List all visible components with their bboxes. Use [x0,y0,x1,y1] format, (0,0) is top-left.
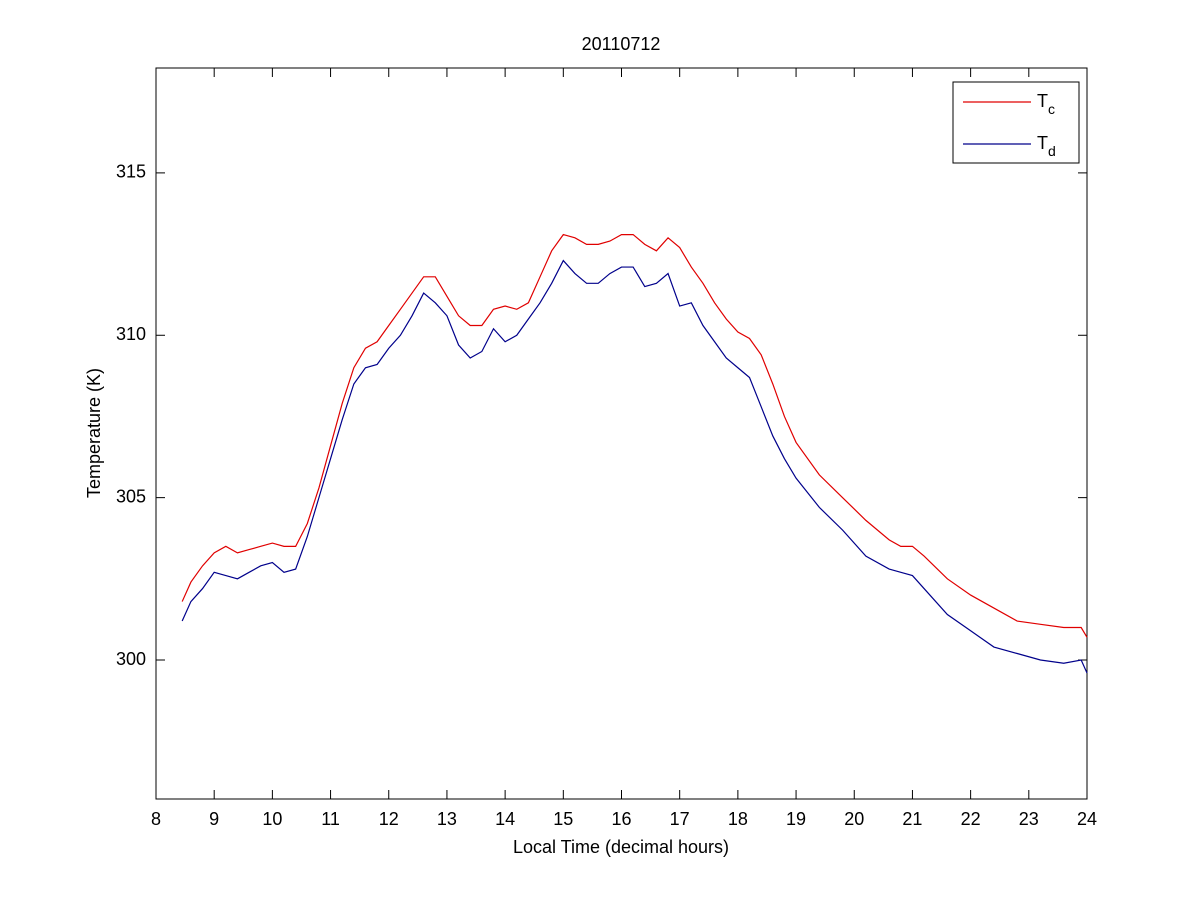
y-axis-label: Temperature (K) [84,368,104,498]
x-axis-label: Local Time (decimal hours) [513,837,729,857]
x-tick-label: 17 [670,809,690,829]
x-tick-label: 20 [844,809,864,829]
x-tick-label: 16 [611,809,631,829]
y-tick-label: 300 [116,649,146,669]
x-tick-label: 8 [151,809,161,829]
y-tick-label: 315 [116,162,146,182]
x-tick-label: 11 [321,809,340,829]
chart-title: 20110712 [582,34,661,54]
y-tick-label: 310 [116,324,146,344]
x-tick-label: 14 [495,809,515,829]
x-tick-label: 18 [728,809,748,829]
legend-box [952,81,1080,164]
data-line [181,233,1088,638]
x-tick-label: 21 [902,809,922,829]
x-tick-label: 15 [553,809,573,829]
y-tick-label: 305 [116,486,146,506]
x-tick-label: 22 [961,809,981,829]
data-line [181,259,1088,674]
x-tick-label: 10 [262,809,282,829]
legend-label: Tc [1037,91,1055,117]
x-tick-label: 23 [1019,809,1039,829]
x-tick-label: 12 [379,809,399,829]
x-tick-label: 13 [437,809,457,829]
x-tick-label: 19 [786,809,806,829]
x-tick-label: 24 [1077,809,1097,829]
x-tick-label: 9 [209,809,219,829]
legend-label: Td [1037,133,1056,159]
